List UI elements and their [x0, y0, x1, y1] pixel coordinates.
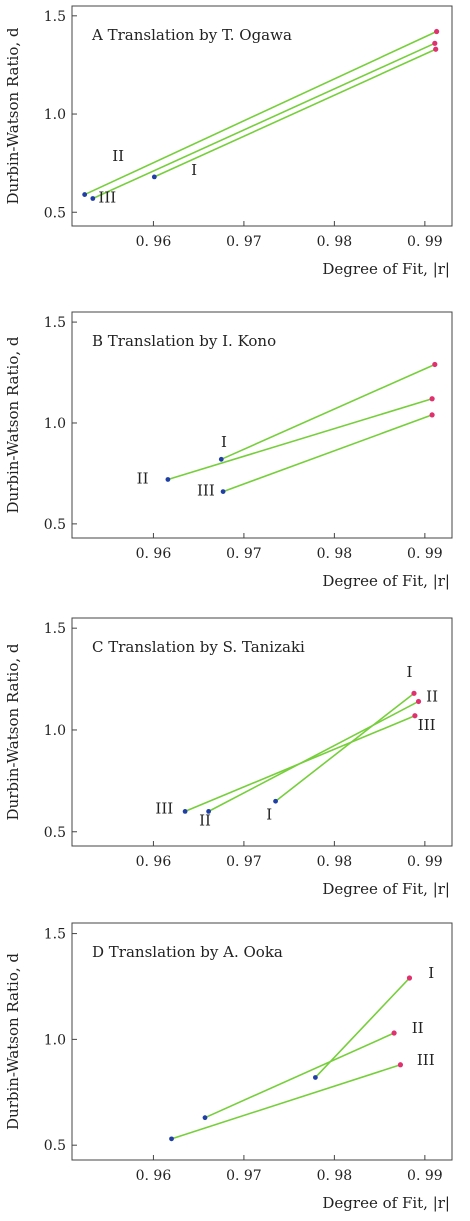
end-point-iii — [432, 40, 438, 46]
series-label: III — [418, 716, 436, 734]
series-line-iii — [171, 1064, 401, 1140]
start-point-ii — [202, 1115, 208, 1121]
series-line-ii — [167, 398, 433, 481]
end-point-i — [433, 46, 439, 52]
x-tick-label: 0. 97 — [226, 854, 262, 870]
y-tick-label: 0.5 — [44, 1138, 66, 1154]
y-tick-label: 1.5 — [44, 9, 66, 25]
start-point-iii — [220, 489, 226, 494]
x-tick-label: 0. 99 — [407, 1168, 443, 1184]
chart-panel-2: 0. 96 0. 97 0. 98 0. 99 0.5 1.0 1.5 Degree of F… — [4, 311, 453, 590]
x-axis-label: Degree of Fit, |r| — [322, 880, 450, 898]
plot-frame — [71, 617, 453, 847]
x-axis-label: Degree of Fit, |r| — [322, 260, 450, 278]
series-label: I — [266, 806, 272, 824]
series-line-ii — [204, 1032, 395, 1119]
panel-title: A Translation by T. Ogawa — [91, 26, 292, 44]
start-point-ii — [82, 192, 88, 197]
end-point-iii — [412, 713, 418, 719]
series-line-iii — [222, 414, 433, 493]
y-axis-label: Durbin-Watson Ratio, d — [4, 953, 22, 1130]
end-point-i — [432, 361, 438, 368]
end-point-i — [406, 975, 413, 981]
series-label: II — [426, 687, 438, 705]
x-tick-label: 0. 98 — [317, 234, 353, 250]
end-point-i — [411, 690, 417, 696]
y-axis-label: Durbin-Watson Ratio, d — [4, 27, 22, 204]
start-point-iii — [169, 1136, 174, 1142]
series-label: II — [199, 812, 211, 830]
x-tick-label: 0. 99 — [407, 854, 443, 870]
end-point-iii — [397, 1062, 404, 1068]
start-point-iii — [182, 808, 188, 814]
series-line-i — [154, 48, 437, 178]
x-tick-label: 0. 98 — [317, 854, 353, 870]
start-point-i — [218, 456, 224, 462]
chart-panel-1: 0. 96 0. 97 0. 98 0. 99 0.5 1.0 1.5 Degree of F… — [4, 5, 453, 278]
end-point-ii — [434, 28, 440, 35]
start-point-iii — [90, 196, 96, 201]
chart-panel-4: 0. 96 0. 97 0. 98 0. 99 0.5 1.0 1.5 Degree of F… — [4, 922, 453, 1212]
x-tick-label: 0. 97 — [226, 1168, 262, 1184]
y-tick-label: 0.5 — [44, 517, 66, 533]
y-tick-label: 0.5 — [44, 205, 66, 221]
start-point-i — [273, 798, 278, 804]
series-line-i — [220, 363, 436, 461]
start-point-ii — [165, 477, 171, 482]
y-tick-label: 0.5 — [44, 825, 66, 841]
series-label: III — [197, 482, 215, 500]
series-line-iii — [184, 714, 416, 813]
series-label: I — [428, 964, 434, 982]
x-tick-label: 0. 97 — [226, 546, 262, 562]
series-label: I — [191, 161, 197, 179]
y-tick-label: 1.5 — [44, 927, 66, 943]
y-tick-label: 1.0 — [44, 1032, 66, 1048]
x-tick-label: 0. 99 — [407, 234, 443, 250]
y-tick-label: 1.5 — [44, 315, 66, 331]
x-tick-label: 0. 98 — [317, 546, 353, 562]
series-line-ii — [84, 30, 437, 196]
panel-title: B Translation by I. Kono — [92, 332, 276, 350]
x-axis-label: Degree of Fit, |r| — [322, 572, 450, 590]
panel-title: D Translation by A. Ooka — [92, 943, 283, 961]
x-axis-label: Degree of Fit, |r| — [322, 1194, 450, 1212]
start-point-ii — [206, 808, 212, 814]
end-point-ii — [391, 1030, 397, 1036]
end-point-ii — [415, 698, 422, 705]
x-tick-label: 0. 96 — [136, 234, 172, 250]
plot-frame — [71, 922, 453, 1161]
x-tick-label: 0. 96 — [136, 1168, 172, 1184]
series-label: III — [98, 188, 116, 206]
panel-title: C Translation by S. Tanizaki — [92, 638, 305, 656]
end-point-iii — [429, 412, 435, 418]
series-label: II — [137, 470, 149, 488]
plot-frame — [71, 311, 453, 539]
y-tick-label: 1.0 — [44, 416, 66, 432]
series-label: III — [417, 1051, 435, 1069]
series-label: III — [155, 799, 173, 817]
series-label: I — [221, 433, 227, 451]
y-tick-label: 1.0 — [44, 723, 66, 739]
start-point-i — [151, 174, 157, 180]
series-line-i — [275, 692, 415, 802]
x-tick-label: 0. 96 — [136, 546, 172, 562]
y-tick-label: 1.5 — [44, 621, 66, 637]
series-label: II — [412, 1019, 424, 1037]
series-line-iii — [92, 42, 436, 200]
chart-panel-3: 0. 96 0. 97 0. 98 0. 99 0.5 1.0 1.5 Degree of F… — [4, 617, 453, 898]
end-point-ii — [429, 396, 435, 402]
series-label: II — [112, 147, 124, 165]
plot-frame — [71, 5, 453, 227]
y-tick-label: 1.0 — [44, 107, 66, 123]
y-axis-label: Durbin-Watson Ratio, d — [4, 643, 22, 820]
x-tick-label: 0. 97 — [226, 234, 262, 250]
x-tick-label: 0. 98 — [317, 1168, 353, 1184]
y-axis-label: Durbin-Watson Ratio, d — [4, 336, 22, 513]
start-point-i — [312, 1075, 318, 1080]
x-tick-label: 0. 96 — [136, 854, 172, 870]
series-label: I — [407, 663, 413, 681]
series-line-ii — [208, 700, 419, 813]
x-tick-label: 0. 99 — [407, 546, 443, 562]
